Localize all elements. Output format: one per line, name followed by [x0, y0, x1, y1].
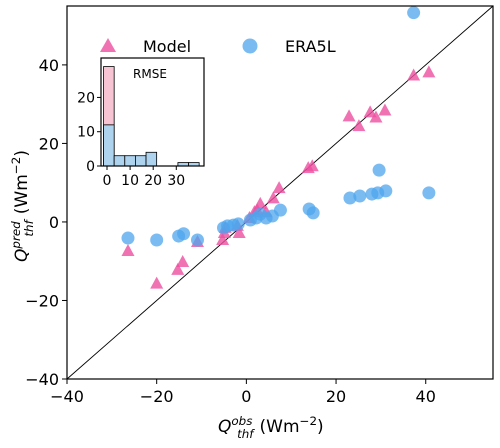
- model-point: [171, 262, 185, 275]
- era5l-point: [353, 189, 367, 203]
- y-tick-label: 40: [39, 56, 59, 75]
- label-unit: (Wm: [12, 174, 32, 214]
- x-tick-label: −20: [140, 387, 174, 406]
- hist-bar: [145, 151, 158, 167]
- model-point: [342, 109, 356, 122]
- era5l-point: [190, 233, 204, 247]
- y-tick-label: 20: [77, 90, 95, 106]
- inset-background: [101, 58, 204, 166]
- era5l-point: [231, 217, 245, 231]
- model-point: [232, 225, 246, 238]
- era5l-point: [379, 184, 393, 198]
- era5l-point: [177, 227, 191, 241]
- x-tick-label: 30: [167, 173, 185, 189]
- y-tick-label: 20: [39, 134, 59, 153]
- era5l-point: [306, 206, 320, 220]
- model-point: [216, 233, 230, 246]
- label-unit-end: ): [317, 417, 324, 437]
- label-unit-end: ): [12, 150, 32, 157]
- era5l-point: [407, 6, 421, 20]
- axis-label: Qpredthf (Wm−2): [9, 150, 36, 262]
- era5l-point: [422, 186, 436, 200]
- model-point: [407, 68, 421, 81]
- y-tick-label: 0: [86, 159, 95, 175]
- label-symbol: Q: [12, 249, 32, 262]
- hist-bar: [135, 155, 147, 167]
- label-unit: (Wm: [260, 417, 300, 437]
- axis-label: Qobs thf (Wm−2): [218, 414, 324, 441]
- legend-label: Model: [143, 37, 191, 56]
- hist-bar: [124, 155, 136, 167]
- label-sup: pred: [9, 221, 23, 250]
- legend-marker: [100, 38, 116, 52]
- label-unit-sup: −2: [300, 414, 318, 428]
- era5l-point: [343, 191, 357, 205]
- era5l-point: [372, 163, 386, 177]
- y-tick-label: 10: [77, 125, 95, 141]
- label-symbol: Q: [218, 417, 231, 437]
- model-point: [253, 196, 267, 209]
- y-tick-label: −40: [25, 370, 59, 389]
- legend-marker: [242, 38, 258, 54]
- hist-bar: [103, 124, 115, 167]
- inset-title: RMSE: [133, 67, 167, 81]
- model-point: [305, 159, 319, 172]
- label-unit-sup: −2: [9, 157, 23, 175]
- label-sub: thf: [22, 218, 36, 236]
- legend-label: ERA5L: [285, 37, 336, 56]
- x-tick-label: −40: [50, 387, 84, 406]
- model-point: [422, 65, 436, 78]
- label-sub: thf: [237, 427, 255, 441]
- model-point: [272, 181, 286, 194]
- model-point: [121, 244, 135, 257]
- y-tick-label: −20: [25, 291, 59, 310]
- model-point: [176, 254, 190, 267]
- hist-bar: [113, 155, 126, 167]
- model-point: [150, 276, 164, 289]
- model-point: [378, 103, 392, 116]
- x-tick-label: 20: [144, 173, 162, 189]
- x-tick-label: 20: [326, 387, 346, 406]
- x-tick-label: 10: [121, 173, 139, 189]
- x-tick-label: 0: [103, 173, 112, 189]
- model-point: [369, 110, 383, 123]
- label-sup: obs: [231, 414, 252, 428]
- model-point: [266, 191, 280, 204]
- model-point: [363, 105, 377, 118]
- y-tick-label: 0: [49, 213, 59, 232]
- era5l-point: [273, 203, 287, 217]
- model-point: [352, 119, 366, 132]
- inset-frame: [100, 57, 205, 167]
- x-tick-label: 0: [241, 387, 251, 406]
- era5l-point: [121, 231, 135, 245]
- plot-frame: [66, 5, 494, 380]
- era5l-point: [150, 233, 164, 247]
- x-tick-label: 40: [416, 387, 436, 406]
